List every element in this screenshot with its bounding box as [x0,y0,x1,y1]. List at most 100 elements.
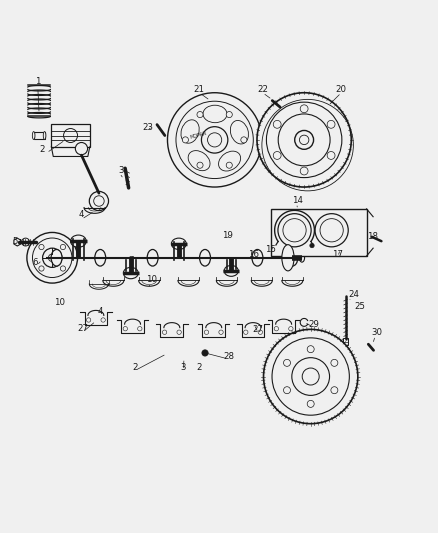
Circle shape [273,151,281,159]
Circle shape [167,93,262,187]
Ellipse shape [224,265,238,276]
Ellipse shape [124,268,138,279]
Circle shape [176,101,253,179]
Circle shape [320,219,343,242]
Circle shape [307,400,314,407]
Ellipse shape [287,249,298,266]
Circle shape [283,387,290,394]
Text: 2: 2 [132,364,138,372]
Circle shape [327,120,335,128]
Circle shape [292,358,329,395]
Circle shape [101,318,105,322]
Text: 1: 1 [35,77,41,86]
Circle shape [257,93,351,187]
Bar [51,124,90,147]
Text: 25: 25 [354,302,365,311]
Circle shape [219,330,223,334]
Ellipse shape [147,249,158,266]
Ellipse shape [252,249,263,266]
Circle shape [226,111,232,118]
Circle shape [49,254,56,262]
Text: 27: 27 [77,324,88,333]
Circle shape [273,120,281,128]
Circle shape [310,244,314,248]
Circle shape [86,318,91,322]
Circle shape [331,359,338,366]
Ellipse shape [95,249,106,266]
Ellipse shape [219,151,240,171]
Ellipse shape [188,151,210,171]
Circle shape [64,128,78,142]
Text: 27: 27 [253,325,264,334]
Ellipse shape [230,120,248,144]
Circle shape [42,248,62,268]
Text: 20: 20 [336,85,347,94]
Ellipse shape [299,253,304,262]
Text: 3: 3 [118,166,124,175]
Circle shape [202,350,208,356]
Text: 5: 5 [12,237,18,246]
Circle shape [327,151,335,159]
Circle shape [300,105,308,112]
Text: 19: 19 [223,231,233,240]
Circle shape [201,127,228,153]
Circle shape [300,135,309,144]
Text: 4: 4 [79,211,84,220]
Circle shape [94,196,104,206]
Circle shape [283,359,290,366]
Text: 16: 16 [247,250,258,259]
Text: 2: 2 [197,364,202,372]
Circle shape [258,330,262,334]
Circle shape [60,245,66,249]
Text: 30: 30 [371,328,382,337]
Circle shape [302,368,319,385]
Text: 17: 17 [332,250,343,259]
Circle shape [266,102,342,177]
Ellipse shape [51,249,62,266]
Text: 4: 4 [98,306,103,316]
Ellipse shape [43,132,46,140]
Text: 14: 14 [292,196,303,205]
Circle shape [283,219,306,242]
Ellipse shape [71,235,86,247]
Text: 15: 15 [265,245,276,254]
Text: 3: 3 [180,364,186,372]
Circle shape [39,266,44,271]
Circle shape [197,111,203,118]
Circle shape [226,162,232,168]
Circle shape [274,327,279,331]
Circle shape [272,338,350,415]
Text: 22: 22 [257,85,268,94]
Circle shape [197,162,203,168]
Circle shape [162,330,167,334]
Circle shape [241,137,247,143]
Text: 24: 24 [348,290,359,300]
Ellipse shape [203,105,227,123]
Circle shape [39,245,44,249]
Text: MOPAR: MOPAR [189,131,207,140]
Text: 7: 7 [128,256,134,265]
Circle shape [123,327,127,331]
Text: 28: 28 [223,351,234,360]
Text: 29: 29 [309,320,320,329]
Circle shape [315,214,348,247]
Ellipse shape [171,238,186,249]
Circle shape [295,131,314,149]
Circle shape [278,214,311,247]
Circle shape [208,133,222,147]
Circle shape [300,167,308,175]
Text: 2: 2 [39,145,45,154]
Circle shape [60,266,66,271]
Circle shape [75,142,88,155]
Circle shape [289,327,293,331]
Text: 21: 21 [194,85,205,94]
Circle shape [307,346,314,353]
Circle shape [32,238,72,278]
Circle shape [204,330,208,334]
Circle shape [331,387,338,394]
Text: 6: 6 [32,257,38,266]
Text: 23: 23 [143,123,154,132]
Circle shape [27,232,78,283]
Ellipse shape [282,245,294,271]
Circle shape [21,238,29,246]
